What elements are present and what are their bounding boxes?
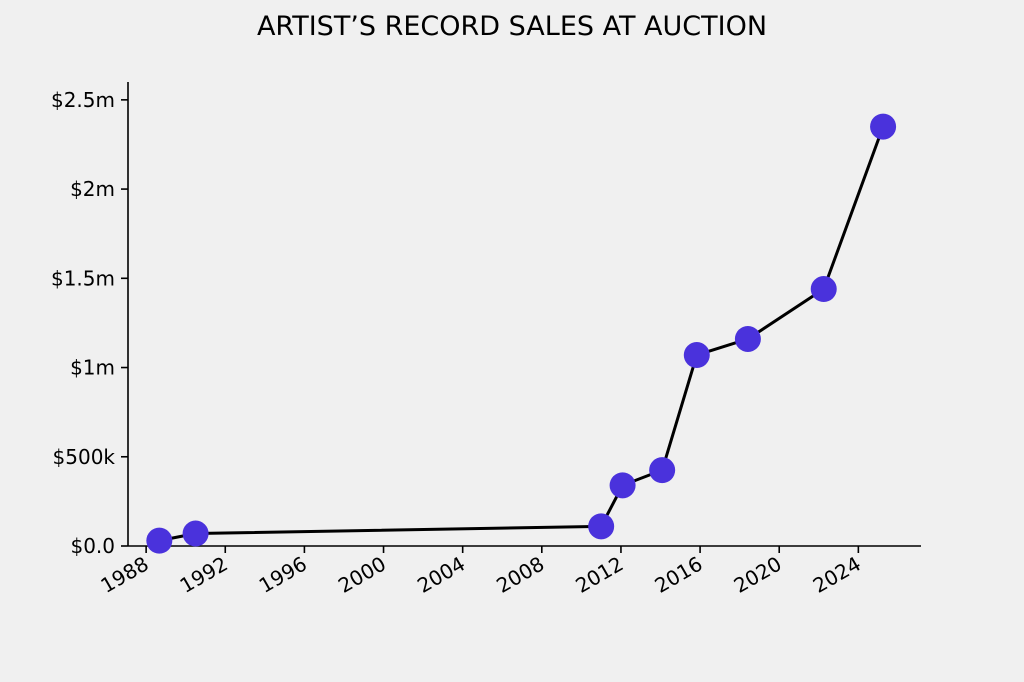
series-line — [159, 126, 885, 543]
x-tick-label: 2008 — [492, 552, 548, 598]
x-tick-label: 2020 — [730, 552, 786, 598]
chart-title: ARTIST’S RECORD SALES AT AUCTION — [257, 11, 767, 42]
x-tick-label: 1988 — [97, 552, 153, 598]
y-tick-label: $0.0 — [70, 534, 115, 558]
x-tick-label: 2012 — [571, 552, 627, 598]
data-point — [182, 520, 209, 547]
x-tick-label: 2004 — [413, 552, 469, 598]
y-tick-label: $1.5m — [51, 266, 115, 290]
data-point — [146, 527, 173, 554]
data-point — [588, 513, 615, 540]
y-tick-label: $1m — [70, 356, 115, 380]
data-point — [609, 472, 636, 499]
data-point — [810, 276, 837, 303]
axes: $0.0 $500k $1m $1.5m $2m $2.5m 1988 1992 1996 200… — [51, 82, 921, 598]
data-point — [734, 325, 761, 352]
plot-area — [146, 113, 897, 554]
x-tick-label: 2000 — [334, 552, 390, 598]
data-point — [683, 342, 710, 369]
x-tick-label: 1996 — [255, 552, 311, 598]
data-point — [870, 113, 897, 140]
data-point — [649, 457, 676, 484]
y-tick-label: $500k — [53, 445, 116, 469]
y-tick-label: $2m — [70, 177, 115, 201]
x-tick-label: 1992 — [176, 552, 232, 598]
y-tick-label: $2.5m — [51, 88, 115, 112]
x-tick-label: 2024 — [809, 552, 865, 598]
x-tick-label: 2016 — [650, 552, 706, 598]
